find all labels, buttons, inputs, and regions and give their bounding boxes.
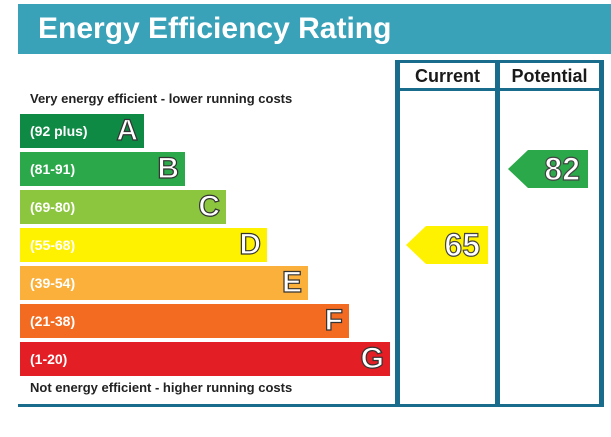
band-letter: F — [324, 303, 344, 337]
potential-column-header: Potential — [511, 66, 588, 86]
frame-divider-right — [599, 60, 604, 407]
frame-bottom-line — [18, 404, 604, 407]
frame-divider-left — [395, 60, 400, 407]
band-range-label: (39-54) — [30, 275, 76, 291]
title-bar: Energy Efficiency Rating — [18, 4, 611, 54]
band-c: (69-80) C — [20, 189, 226, 224]
band-f: (21-38) F — [20, 303, 349, 338]
band-range-label: (1-20) — [30, 351, 68, 367]
potential-rating-arrow: 82 — [508, 150, 588, 188]
chart-title: Energy Efficiency Rating — [38, 12, 392, 45]
band-d: (55-68) D — [20, 227, 267, 262]
current-column-header: Current — [414, 66, 480, 86]
band-range-label: (81-91) — [30, 161, 76, 177]
caption-not-efficient: Not energy efficient - higher running co… — [30, 380, 293, 395]
band-letter: A — [116, 113, 139, 147]
band-range-label: (55-68) — [30, 237, 76, 253]
caption-very-efficient: Very energy efficient - lower running co… — [30, 91, 293, 106]
frame-divider-middle — [495, 60, 500, 407]
band-b: (81-91) B — [20, 151, 185, 186]
band-letter: D — [239, 227, 262, 261]
band-range-label: (21-38) — [30, 313, 76, 329]
band-letter: C — [198, 189, 221, 223]
potential-rating-value: 82 — [544, 150, 581, 187]
band-e: (39-54) E — [20, 265, 308, 300]
band-g: (1-20) G — [20, 341, 390, 376]
band-letter: E — [281, 265, 302, 299]
band-letter: B — [157, 151, 180, 185]
band-range-label: (69-80) — [30, 199, 76, 215]
band-letter: G — [360, 341, 385, 375]
band-a: (92 plus) A — [20, 113, 144, 148]
current-rating-arrow: 65 — [406, 226, 488, 264]
current-rating-value: 65 — [444, 226, 481, 263]
band-range-label: (92 plus) — [30, 123, 88, 139]
